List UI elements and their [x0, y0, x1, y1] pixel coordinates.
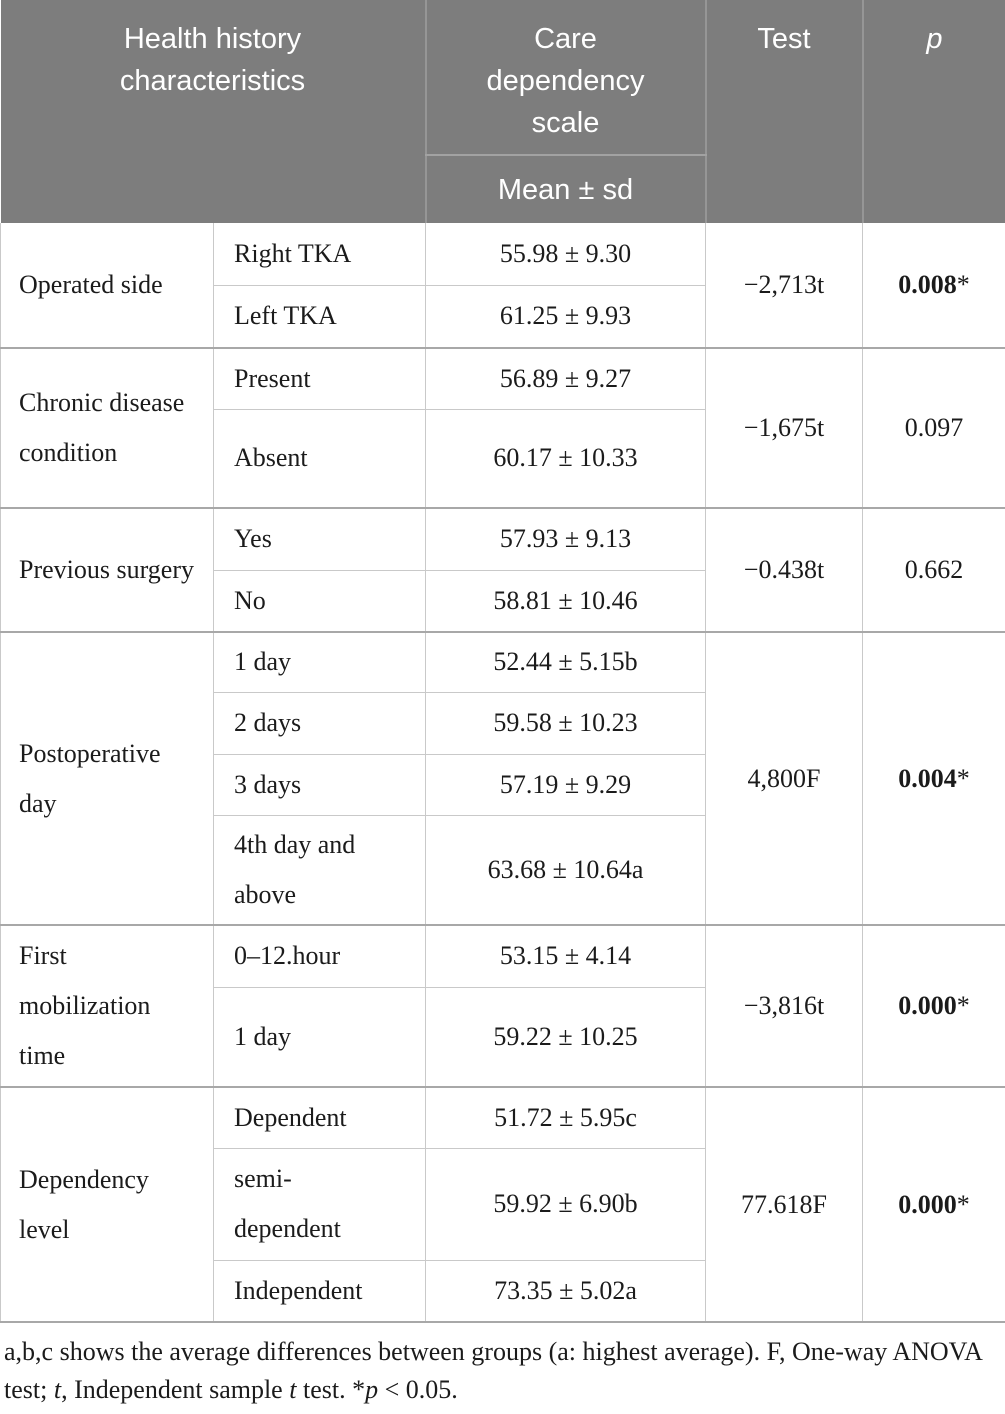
mean-cell: 63.68 ± 10.64a	[425, 814, 706, 926]
subcategory-cell: 4th day and above	[213, 814, 426, 926]
category-cell: Postoperative day	[0, 631, 214, 926]
header-characteristics-label: Health history characteristics	[119, 23, 306, 97]
header-scale-label: Care dependency scale	[486, 23, 645, 139]
footnote-segment: < 0.05.	[378, 1375, 458, 1404]
mean-cell: 57.93 ± 9.13	[425, 507, 706, 571]
p-value: 0.097	[904, 413, 964, 442]
test-cell: 77.618F	[705, 1086, 863, 1323]
subcategory-cell: 1 day	[213, 631, 426, 693]
p-value: 0.662	[904, 555, 964, 584]
subcategory-label: semi-dependent	[234, 1164, 341, 1243]
header-row-2: Mean ± sd	[1, 155, 1005, 223]
table-footnote: a,b,c shows the average differences betw…	[0, 1323, 1005, 1409]
statistics-table: Health history characteristics Care depe…	[0, 0, 1005, 1323]
footnote-segment: t	[53, 1375, 62, 1404]
header-p: p	[861, 0, 1005, 223]
test-cell: 4,800F	[705, 631, 863, 926]
table-row: 3 days 57.19 ± 9.29	[1, 753, 1005, 816]
category-cell: First mobilization time	[0, 924, 214, 1088]
header-health-history-characteristics: Health history characteristics	[0, 0, 426, 223]
p-cell: 0.000*	[862, 924, 1005, 1088]
table-row: semi-dependent 59.92 ± 6.90b	[1, 1147, 1005, 1261]
header-care-dependency-scale: Care dependency scale	[424, 0, 706, 156]
header-mean-sd: Mean ± sd	[424, 155, 706, 223]
test-cell: −3,816t	[705, 924, 863, 1088]
table-row: 1 day 59.22 ± 10.25	[1, 986, 1005, 1088]
header-test: Test	[704, 0, 863, 223]
mean-cell: 51.72 ± 5.95c	[425, 1086, 706, 1149]
p-star: *	[956, 763, 970, 793]
p-value: 0.000	[898, 1189, 957, 1219]
subcategory-cell: semi-dependent	[213, 1147, 426, 1261]
table-row: Dependency level Dependent 51.72 ± 5.95c…	[0, 1086, 1005, 1323]
p-value: 0.000	[898, 991, 957, 1020]
subcategory-cell: 0–12.hour	[213, 924, 426, 988]
table-row: First mobilization time 0–12.hour 53.15 …	[0, 924, 1005, 1088]
table-row: 2 days 59.58 ± 10.23	[1, 691, 1005, 755]
subcategory-cell: Present	[213, 347, 426, 410]
p-cell: 0.004*	[862, 631, 1005, 926]
p-cell: 0.097	[862, 347, 1005, 509]
p-star: *	[956, 1189, 970, 1219]
header-row-1: Health history characteristics Care depe…	[0, 0, 1005, 223]
table-row: No 58.81 ± 10.46	[1, 569, 1005, 633]
p-value: 0.004	[898, 763, 957, 793]
p-cell: 0.000*	[862, 1086, 1005, 1323]
table-row: Previous surgery Yes 57.93 ± 9.13 −0.438…	[0, 507, 1005, 633]
table-header: Health history characteristics Care depe…	[0, 0, 1005, 223]
table-body: Operated side Right TKA 55.98 ± 9.30 −2,…	[0, 223, 1005, 1323]
table-row: 4th day and above 63.68 ± 10.64a	[1, 814, 1005, 926]
table-row: Chronic disease condition Present 56.89 …	[0, 347, 1005, 509]
mean-cell: 58.81 ± 10.46	[425, 569, 706, 633]
table-row: Left TKA 61.25 ± 9.93	[1, 284, 1005, 349]
subcategory-cell: 3 days	[213, 753, 426, 816]
subcategory-cell: 2 days	[213, 691, 426, 755]
p-cell: 0.662	[862, 507, 1005, 633]
subcategory-cell: Right TKA	[213, 223, 426, 286]
table-row: Independent 73.35 ± 5.02a	[1, 1259, 1005, 1323]
test-cell: −2,713t	[705, 223, 863, 349]
footnote-segment: p	[365, 1375, 379, 1404]
mean-cell: 61.25 ± 9.93	[425, 284, 706, 349]
subcategory-cell: No	[213, 569, 426, 633]
mean-cell: 73.35 ± 5.02a	[425, 1259, 706, 1323]
mean-cell: 53.15 ± 4.14	[425, 924, 706, 988]
p-star: *	[956, 991, 970, 1020]
table-row: Postoperative day 1 day 52.44 ± 5.15b 4,…	[0, 631, 1005, 926]
subcategory-cell: Yes	[213, 507, 426, 571]
p-star: *	[956, 270, 970, 299]
subcategory-cell: 1 day	[213, 986, 426, 1088]
footnote-segment: a,b,c shows the average differences betw…	[4, 1337, 982, 1404]
mean-cell: 59.92 ± 6.90b	[425, 1147, 706, 1261]
test-cell: −0.438t	[705, 507, 863, 633]
mean-cell: 56.89 ± 9.27	[425, 347, 706, 410]
footnote-segment: t	[289, 1375, 297, 1404]
table-row: Absent 60.17 ± 10.33	[1, 408, 1005, 509]
mean-cell: 52.44 ± 5.15b	[425, 631, 706, 693]
category-cell: Dependency level	[0, 1086, 214, 1323]
p-value: 0.008	[898, 270, 957, 299]
subcategory-cell: Independent	[213, 1259, 426, 1323]
test-cell: −1,675t	[705, 347, 863, 509]
mean-cell: 59.58 ± 10.23	[425, 691, 706, 755]
category-cell: Chronic disease condition	[0, 347, 214, 509]
category-cell: Operated side	[0, 223, 214, 349]
subcategory-cell: Absent	[213, 408, 426, 509]
subcategory-cell: Left TKA	[213, 284, 426, 349]
category-cell: Previous surgery	[0, 507, 214, 633]
table-row: Operated side Right TKA 55.98 ± 9.30 −2,…	[0, 223, 1005, 349]
footnote-segment: test. *	[296, 1375, 366, 1404]
p-cell: 0.008*	[862, 223, 1005, 349]
subcategory-cell: Dependent	[213, 1086, 426, 1149]
mean-cell: 55.98 ± 9.30	[425, 223, 706, 286]
footnote-segment: , Independent sample	[61, 1375, 290, 1404]
mean-cell: 59.22 ± 10.25	[425, 986, 706, 1088]
mean-cell: 57.19 ± 9.29	[425, 753, 706, 816]
subcategory-label: 4th day and above	[234, 829, 356, 909]
mean-cell: 60.17 ± 10.33	[425, 408, 706, 509]
